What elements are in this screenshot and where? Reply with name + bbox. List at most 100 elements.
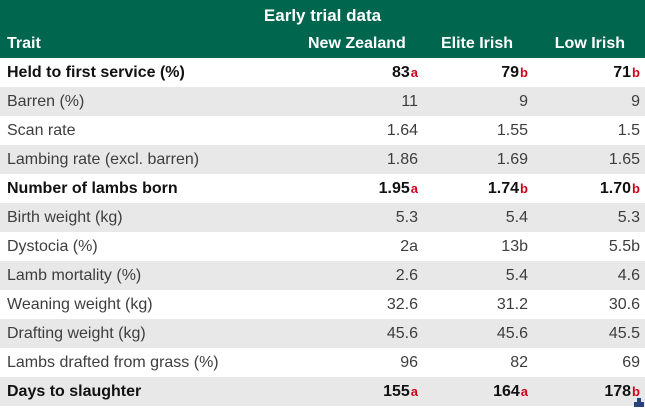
table-title: Early trial data	[263, 6, 382, 25]
trait-cell: Days to slaughter	[7, 382, 142, 400]
value-cell: 164a	[418, 383, 528, 401]
significance-letter: b	[632, 180, 640, 196]
value-number: 4.6	[617, 266, 640, 284]
value-number: 45.6	[386, 324, 418, 342]
value-number: 83	[391, 63, 410, 81]
value-cell: 1.55	[418, 122, 528, 140]
value-cell: 13b	[418, 238, 528, 256]
trait-cell: Drafting weight (kg)	[7, 324, 146, 342]
table-row: Held to first service (%) 83a 79b 71b	[0, 58, 645, 87]
value-cell: 155a	[308, 383, 418, 401]
value-cell: 96	[308, 354, 418, 372]
value-number: 5.5b	[608, 237, 640, 255]
value-cell: 1.64	[308, 122, 418, 140]
table-row: Barren (%) 11 9 9	[0, 87, 645, 116]
table-row: Lambs drafted from grass (%) 96 82 69	[0, 348, 645, 377]
value-cell: 1.70b	[528, 180, 640, 198]
value-cell: 1.74b	[418, 180, 528, 198]
value-cell: 45.6	[418, 325, 528, 343]
value-cell: 5.3	[528, 209, 640, 227]
value-number: 1.95	[378, 179, 410, 197]
value-cell: 83a	[308, 64, 418, 82]
col-header-trait: Trait	[7, 35, 41, 52]
col-header-elite-irish: Elite Irish	[440, 35, 513, 52]
value-number: 1.69	[496, 150, 528, 168]
table-header: Early trial data Trait New Zealand Elite…	[0, 0, 645, 58]
value-cell: 32.6	[308, 296, 418, 314]
value-number: 9	[519, 92, 528, 110]
value-cell: 71b	[528, 64, 640, 82]
table-row: Birth weight (kg) 5.3 5.4 5.3	[0, 203, 645, 232]
table-row: Dystocia (%) 2a 13b 5.5b	[0, 232, 645, 261]
value-cell: 5.3	[308, 209, 418, 227]
significance-letter: b	[520, 180, 528, 196]
table-row: Lambing rate (excl. barren) 1.86 1.69 1.65	[0, 145, 645, 174]
value-number: 69	[622, 353, 640, 371]
value-cell: 1.95a	[308, 180, 418, 198]
value-number: 1.5	[617, 121, 640, 139]
value-number: 5.4	[505, 208, 528, 226]
value-cell: 1.65	[528, 151, 640, 169]
value-number: 1.65	[608, 150, 640, 168]
trait-cell: Scan rate	[7, 121, 76, 139]
value-number: 96	[400, 353, 418, 371]
value-number: 2a	[400, 237, 418, 255]
value-number: 1.55	[496, 121, 528, 139]
col-header-new-zealand: New Zealand	[308, 35, 406, 52]
value-cell: 5.4	[418, 209, 528, 227]
value-number: 45.5	[608, 324, 640, 342]
value-number: 9	[631, 92, 640, 110]
value-cell: 178b	[528, 383, 640, 401]
value-cell: 45.6	[308, 325, 418, 343]
value-number: 1.70	[599, 179, 632, 197]
value-number: 5.3	[617, 208, 640, 226]
value-number: 32.6	[386, 295, 418, 313]
significance-letter: a	[410, 64, 418, 80]
value-number: 5.4	[505, 266, 528, 284]
logo-corner-mark	[634, 398, 644, 407]
value-cell: 2.6	[308, 267, 418, 285]
value-number: 71	[613, 63, 632, 81]
value-cell: 9	[528, 93, 640, 111]
value-cell: 31.2	[418, 296, 528, 314]
value-cell: 5.4	[418, 267, 528, 285]
value-number: 155	[383, 382, 410, 400]
trait-cell: Lamb mortality (%)	[7, 266, 142, 284]
value-number: 11	[401, 92, 418, 110]
table-row: Lamb mortality (%) 2.6 5.4 4.6	[0, 261, 645, 290]
value-number: 1.74	[487, 179, 520, 197]
value-cell: 30.6	[528, 296, 640, 314]
trait-cell: Lambs drafted from grass (%)	[7, 353, 219, 371]
value-cell: 1.5	[528, 122, 640, 140]
trait-cell: Weaning weight (kg)	[7, 295, 153, 313]
trait-cell: Lambing rate (excl. barren)	[7, 150, 200, 168]
value-number: 2.6	[395, 266, 418, 284]
trait-cell: Held to first service (%)	[7, 63, 185, 81]
col-header-low-irish: Low Irish	[554, 35, 625, 52]
value-cell: 4.6	[528, 267, 640, 285]
value-cell: 1.86	[308, 151, 418, 169]
value-number: 82	[510, 353, 528, 371]
significance-letter: b	[520, 64, 528, 80]
table-row: Drafting weight (kg) 45.6 45.6 45.5	[0, 319, 645, 348]
trait-cell: Number of lambs born	[7, 179, 178, 197]
trait-cell: Barren (%)	[7, 92, 85, 110]
value-cell: 69	[528, 354, 640, 372]
value-number: 45.6	[496, 324, 528, 342]
value-cell: 79b	[418, 64, 528, 82]
value-cell: 5.5b	[528, 238, 640, 256]
value-number: 79	[501, 63, 520, 81]
table-body: Held to first service (%) 83a 79b 71b Barren…	[0, 58, 645, 406]
value-cell: 2a	[308, 238, 418, 256]
trait-cell: Birth weight (kg)	[7, 208, 123, 226]
table-row: Scan rate 1.64 1.55 1.5	[0, 116, 645, 145]
column-header-row: Trait New Zealand Elite Irish Low Irish	[0, 30, 645, 58]
table-row: Number of lambs born 1.95a 1.74b 1.70b	[0, 174, 645, 203]
significance-letter: b	[632, 383, 640, 399]
value-number: 30.6	[608, 295, 640, 313]
table-row: Weaning weight (kg) 32.6 31.2 30.6	[0, 290, 645, 319]
significance-letter: a	[410, 383, 418, 399]
value-number: 1.64	[386, 121, 418, 139]
value-cell: 45.5	[528, 325, 640, 343]
